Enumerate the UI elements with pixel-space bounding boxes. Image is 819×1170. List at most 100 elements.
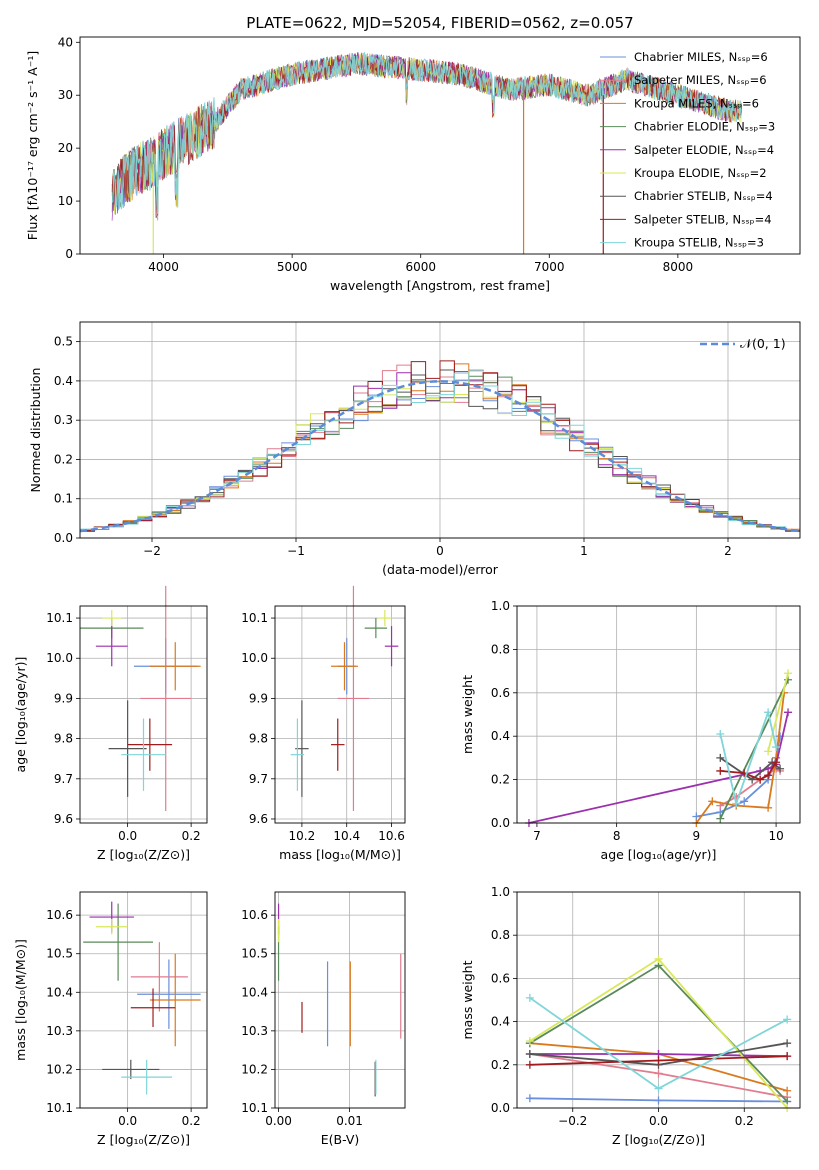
- histogram-series-7: [80, 360, 800, 532]
- mass-weight-marker: [716, 753, 725, 762]
- mass-weight-marker: [783, 1039, 792, 1048]
- y-tick-label: 0.8: [491, 642, 510, 656]
- mass-weight-marker: [783, 1086, 792, 1095]
- x-tick-label: 2: [724, 544, 732, 558]
- y-tick-label: 40: [58, 35, 73, 49]
- x-tick-label: 10.2: [289, 829, 316, 843]
- mass-weight-marker: [525, 993, 534, 1002]
- y-tick-label: 10.3: [241, 1024, 268, 1038]
- mass-weight-marker: [764, 771, 773, 780]
- y-tick-label: 9.9: [249, 691, 268, 705]
- y-tick-label: 0.4: [491, 1015, 510, 1029]
- x-tick-label: 0.2: [735, 1114, 754, 1128]
- y-tick-label: 30: [58, 88, 73, 102]
- y-tick-label: 1.0: [491, 885, 510, 899]
- mass-weight-marker: [525, 1094, 534, 1103]
- x-tick-label: 10: [768, 829, 783, 843]
- mass-weight-marker: [716, 814, 725, 823]
- mass-weight-marker: [716, 766, 725, 775]
- y-tick-label: 10.5: [241, 947, 268, 961]
- y-tick-label: 9.9: [54, 691, 73, 705]
- legend-entry: Kroupa ELODIE, Nₛₛₚ=2: [634, 166, 767, 180]
- y-tick-label: 0.5: [54, 335, 73, 349]
- x-tick-label: 0.00: [265, 1114, 292, 1128]
- y-axis-label: mass weight: [460, 675, 475, 754]
- y-axis-label: Normed distribution: [28, 368, 43, 493]
- legend-entry: Salpeter ELODIE, Nₛₛₚ=4: [634, 143, 774, 157]
- y-tick-label: 10.5: [46, 947, 73, 961]
- x-axis-label: Z [log₁₀(Z/Z⊙)]: [612, 1132, 705, 1147]
- x-axis-label: E(B-V): [321, 1132, 360, 1147]
- legend-entry: 𝒩(0, 1): [740, 336, 786, 351]
- x-axis-label: (data-model)/error: [382, 562, 499, 577]
- axes-frame: [516, 891, 801, 1109]
- legend-entry: Chabrier ELODIE, Nₛₛₚ=3: [634, 120, 775, 134]
- mass-weight-marker: [654, 954, 663, 963]
- mass-weight-marker: [764, 708, 773, 717]
- mass-weight-marker: [654, 1096, 663, 1105]
- y-tick-label: 0.8: [491, 928, 510, 942]
- y-tick-label: 20: [58, 141, 73, 155]
- y-tick-label: 0.3: [54, 413, 73, 427]
- y-tick-label: 10: [58, 194, 73, 208]
- y-tick-label: 9.6: [54, 812, 73, 826]
- y-tick-label: 9.6: [249, 812, 268, 826]
- axes-frame: [79, 891, 208, 1109]
- y-axis-label: mass weight: [460, 960, 475, 1039]
- y-tick-label: 0.1: [54, 492, 73, 506]
- x-tick-label: −1: [287, 544, 305, 558]
- y-tick-label: 0.6: [491, 971, 510, 985]
- mass-weight-marker: [764, 747, 773, 756]
- residuals-axes: −2 −1 0 1 2 0.0 0.1 0.2 0.3 0.4 0.5 𝒩(0, 1) (data-mo…: [28, 321, 801, 577]
- mass-weight-marker: [740, 797, 749, 806]
- x-tick-label: 0.0: [649, 1114, 668, 1128]
- axes-frame: [274, 605, 406, 824]
- mass-weight-marker: [784, 708, 793, 717]
- legend-entry: Kroupa STELIB, Nₛₛₚ=3: [634, 236, 764, 250]
- spectrum-legend: Chabrier MILES, Nₛₛₚ=6 Salpeter MILES, Nₛ…: [600, 50, 775, 250]
- mass-weight-series-5: [767, 673, 789, 752]
- mass-weight-marker: [783, 1052, 792, 1061]
- mass-weight-marker: [784, 669, 793, 678]
- mass-weight-marker: [525, 1050, 534, 1058]
- mass-weight-marker: [708, 797, 717, 806]
- x-tick-label: 0.2: [182, 1114, 201, 1128]
- axes-frame: [79, 36, 801, 255]
- age-vs-Z-axes: 0.0 0.2 9.6 9.7 9.8 9.9 10.0 10.1 Z [log₁₀(Z/Z⊙)…: [13, 585, 208, 862]
- mass-weight-marker: [654, 1069, 663, 1078]
- x-tick-label: 6000: [405, 260, 436, 274]
- y-tick-label: 10.1: [46, 611, 73, 625]
- y-tick-label: 10.1: [241, 1101, 268, 1115]
- x-axis-label: Z [log₁₀(Z/Z⊙)]: [97, 847, 190, 862]
- y-tick-label: 0.2: [54, 452, 73, 466]
- y-tick-label: 9.8: [249, 732, 268, 746]
- mass-weight-marker: [525, 1060, 534, 1069]
- x-tick-label: 0.2: [182, 829, 201, 843]
- y-tick-label: 0.6: [491, 686, 510, 700]
- mw-vs-Z-axes: −0.2 0.0 0.2 0.0 0.2 0.4 0.6 0.8 1.0 Z [log₁₀(Z/Z…: [460, 885, 801, 1147]
- x-tick-label: −0.2: [558, 1114, 587, 1128]
- mass-weight-marker: [772, 758, 781, 767]
- legend-entry: Chabrier MILES, Nₛₛₚ=6: [634, 50, 768, 64]
- y-axis-label: age [log₁₀(age/yr)]: [13, 657, 28, 773]
- mass-weight-series-8: [719, 709, 777, 807]
- axes-frame: [274, 891, 406, 1109]
- gaussian-curve: [79, 380, 801, 533]
- mass-weight-marker: [654, 1056, 663, 1065]
- y-tick-label: 10.1: [46, 1101, 73, 1115]
- mass-vs-EBV-axes: 0.00 0.01 10.1 10.2 10.3 10.4 10.5 10.6 E(B-V): [241, 891, 406, 1147]
- x-tick-label: 9: [693, 829, 701, 843]
- y-tick-label: 0.2: [491, 1058, 510, 1072]
- y-tick-label: 10.0: [46, 651, 73, 665]
- x-tick-label: −2: [143, 544, 161, 558]
- y-axis-label: Flux [fλ10⁻¹⁷ erg cm⁻² s⁻¹ A⁻¹]: [25, 51, 40, 240]
- y-tick-label: 10.6: [241, 908, 268, 922]
- mass-weight-marker: [776, 764, 785, 773]
- x-tick-label: 7: [533, 829, 541, 843]
- y-tick-label: 10.0: [241, 651, 268, 665]
- y-tick-label: 10.3: [46, 1024, 73, 1038]
- spectrum-axes: PLATE=0622, MJD=52054, FIBERID=0562, z=0…: [25, 14, 801, 293]
- x-tick-label: 8000: [663, 260, 694, 274]
- mass-weight-marker: [764, 803, 773, 812]
